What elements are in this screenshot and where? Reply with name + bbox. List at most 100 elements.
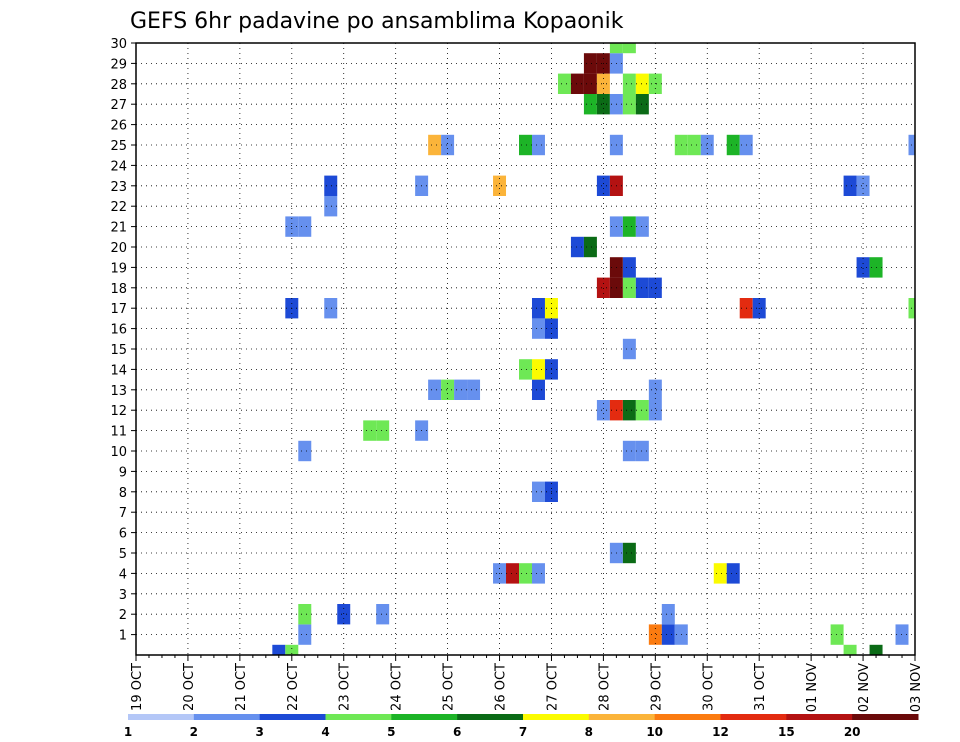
colorbar-label: 4	[321, 725, 329, 739]
heatmap-cell	[519, 359, 532, 380]
heatmap-cell	[648, 277, 662, 298]
colorbar-label: 20	[844, 725, 861, 739]
heatmap-cell	[441, 134, 455, 156]
colorbar-label: 6	[453, 725, 461, 739]
heatmap-cell	[635, 400, 649, 421]
heatmap-cell	[506, 563, 519, 584]
y-tick-label: 30	[110, 37, 127, 52]
y-tick-label: 8	[119, 486, 127, 501]
heatmap-cell	[324, 175, 338, 196]
heatmap-cell	[622, 94, 636, 115]
colorbar-label: 5	[387, 725, 395, 739]
y-tick-label: 29	[110, 57, 127, 72]
y-tick-label: 27	[110, 98, 127, 113]
y-tick-label: 13	[110, 384, 127, 399]
heatmap-cell	[531, 134, 545, 156]
heatmap-cell	[583, 94, 597, 115]
y-tick-label: 17	[110, 302, 127, 317]
heatmap-cell	[531, 318, 545, 339]
y-tick-label: 12	[110, 404, 127, 419]
y-tick-label: 2	[119, 608, 127, 623]
x-axis: 19 OCT 20 OCT 21 OCT 22 OCT 23 OCT 24 OCT 25 O…	[130, 655, 924, 712]
heatmap-cell	[609, 43, 623, 54]
y-tick-label: 6	[119, 527, 127, 542]
y-tick-label: 16	[110, 323, 127, 338]
y-tick-label: 22	[110, 200, 127, 215]
colorbar-swatch	[128, 714, 195, 720]
y-tick-label: 28	[110, 78, 127, 93]
colorbar-swatch	[720, 714, 787, 720]
heatmap-cell	[622, 216, 636, 237]
heatmap-cell	[324, 298, 338, 319]
heatmap-cell	[661, 604, 675, 625]
heatmap-cell	[635, 277, 649, 298]
x-tick-label: 22 OCT	[286, 663, 301, 711]
y-tick-label: 1	[119, 629, 127, 644]
heatmap-cell	[713, 563, 727, 584]
heatmap-cell	[531, 359, 545, 380]
colorbar-label: 15	[778, 725, 795, 739]
heatmap-cell	[856, 257, 870, 278]
heatmap-cell	[531, 563, 545, 584]
heatmap-cell	[622, 440, 636, 462]
colorbar-label: 3	[255, 725, 263, 739]
heatmap-cell	[493, 175, 507, 196]
colorbar-swatch	[259, 714, 326, 720]
heatmap-cell	[428, 379, 442, 400]
y-tick-label: 11	[110, 425, 127, 440]
x-tick-label: 23 OCT	[338, 663, 353, 711]
y-tick-label: 7	[119, 506, 127, 521]
heatmap-cell	[454, 379, 468, 400]
heatmap-cell	[519, 563, 532, 584]
x-tick-label: 03 NOV	[909, 663, 924, 712]
colorbar-swatch	[654, 714, 721, 720]
heatmap-cell	[596, 94, 610, 115]
heatmap-cell	[583, 73, 597, 94]
x-tick-label: 31 OCT	[753, 663, 768, 711]
cells-layer	[272, 43, 915, 655]
y-tick-label: 26	[110, 119, 127, 134]
heatmap-cell	[687, 134, 701, 156]
heatmap-cell	[467, 379, 481, 400]
y-axis: 1234567891011121314151617181920212223242…	[110, 37, 136, 644]
colorbar: 1 2 3 4 5 6 7 8 10 12 15 20	[124, 714, 919, 739]
x-tick-label: 28 OCT	[597, 663, 612, 711]
heatmap-cell	[428, 134, 442, 156]
heatmap-cell	[648, 400, 662, 421]
heatmap-cell	[648, 379, 662, 400]
y-tick-label: 4	[119, 567, 127, 582]
heatmap-cell	[570, 236, 584, 258]
colorbar-swatch	[786, 714, 853, 720]
x-tick-label: 21 OCT	[234, 663, 249, 711]
heatmap-cell	[531, 379, 545, 400]
heatmap-cell	[441, 379, 455, 400]
heatmap-cell	[843, 644, 857, 655]
colorbar-swatch	[193, 714, 261, 720]
heatmap-cell	[337, 604, 351, 625]
heatmap-cell	[700, 134, 714, 156]
colorbar-swatch	[852, 714, 919, 720]
heatmap-cell	[531, 481, 545, 502]
y-tick-label: 23	[110, 180, 127, 195]
heatmap-cell	[570, 73, 584, 94]
colorbar-label: 7	[519, 725, 527, 739]
heatmap-cell	[843, 175, 857, 196]
heatmap-cell	[596, 175, 610, 196]
x-tick-label: 19 OCT	[130, 663, 145, 711]
colorbar-swatch	[523, 714, 590, 720]
x-tick-label: 02 NOV	[857, 663, 872, 712]
heatmap-cell	[324, 196, 338, 217]
heatmap-cell	[298, 440, 312, 462]
heatmap-cell	[376, 420, 390, 441]
heatmap-cell	[519, 134, 532, 156]
y-tick-label: 3	[119, 588, 127, 603]
y-tick-label: 5	[119, 547, 127, 562]
colorbar-label: 10	[646, 725, 663, 739]
colorbar-label: 8	[585, 725, 593, 739]
colorbar-label: 2	[190, 725, 198, 739]
heatmap-cell	[596, 400, 610, 421]
y-tick-label: 9	[119, 465, 127, 480]
heatmap-cell	[726, 563, 740, 584]
y-tick-label: 14	[110, 363, 127, 378]
heatmap-cell	[635, 73, 649, 94]
